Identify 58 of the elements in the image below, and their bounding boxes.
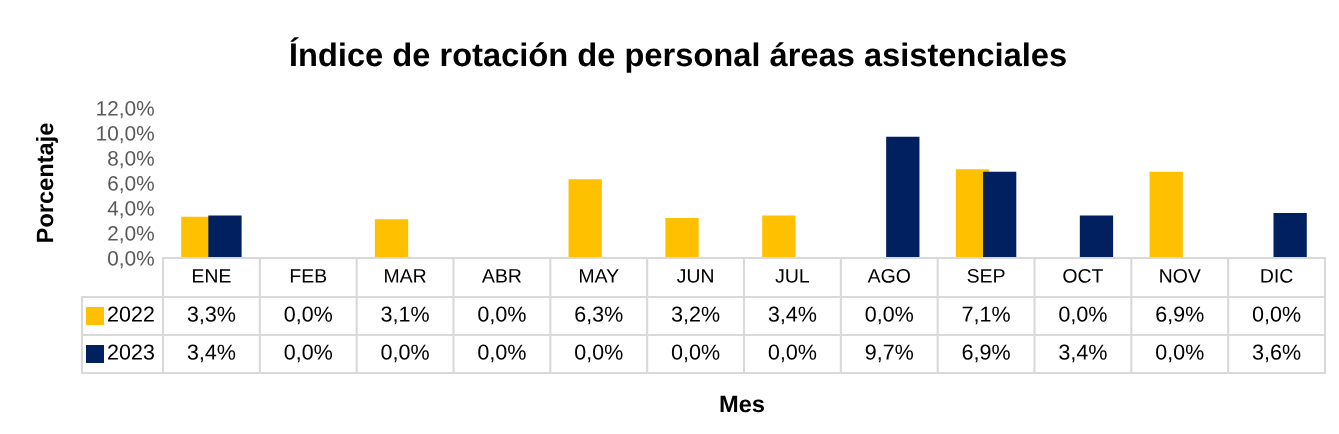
x-tick-label: FEB (290, 269, 327, 283)
data-label: 0,0% (865, 306, 914, 325)
x-tick-label: MAR (385, 269, 426, 283)
data-label: 0,0% (284, 344, 333, 363)
data-label: 0,0% (284, 306, 333, 325)
bar (982, 171, 1017, 258)
y-axis-title: Porcentaje (35, 123, 58, 242)
bar (568, 179, 602, 258)
data-label: 3,1% (381, 306, 429, 325)
y-tick-label: 6,0% (108, 176, 154, 194)
data-label: 0,0% (478, 306, 526, 325)
y-tick-label: 8,0% (108, 151, 154, 169)
data-label: 0,0% (381, 344, 429, 363)
data-label: 3,4% (187, 344, 236, 363)
data-label: 0,0% (671, 344, 720, 363)
legend-label: 2023 (108, 344, 154, 360)
x-tick-label: SEP (967, 268, 1005, 283)
data-label: 3,4% (1059, 344, 1107, 363)
bar (762, 215, 796, 258)
x-tick-label: OCT (1063, 268, 1103, 283)
bar (1149, 171, 1183, 258)
legend-label: 2022 (108, 306, 154, 322)
data-label: 0,0% (575, 344, 623, 363)
data-label: 6,9% (962, 344, 1010, 363)
x-tick-label: NOV (1160, 268, 1201, 283)
x-tick-label: ENE (193, 269, 231, 283)
x-tick-label: AGO (867, 268, 910, 283)
data-label: 0,0% (478, 344, 526, 363)
data-label: 7,1% (962, 306, 1010, 325)
data-label: 6,3% (575, 306, 623, 325)
data-label: 3,6% (1252, 344, 1301, 363)
data-label: 0,0% (1156, 344, 1204, 363)
x-tick-label: MAY (579, 269, 619, 283)
y-tick-label: 2,0% (108, 226, 154, 244)
data-label: 9,7% (865, 344, 914, 363)
x-tick-label: DIC (1261, 268, 1293, 283)
bar (665, 218, 699, 258)
bar (374, 219, 409, 258)
bar (1079, 215, 1114, 258)
y-tick-label: 10,0% (97, 126, 154, 144)
data-label: 3,3% (187, 306, 236, 325)
chart-title: Índice de rotación de personal áreas asistenciales (290, 37, 1066, 73)
data-label: 3,2% (671, 306, 720, 325)
data-label: 3,4% (768, 306, 817, 325)
bar (1273, 213, 1307, 258)
bar (886, 136, 920, 258)
x-axis-title: Mes (720, 395, 764, 413)
data-label: 0,0% (768, 344, 817, 363)
data-label: 0,0% (1059, 306, 1107, 325)
x-tick-label: JUN (676, 269, 713, 283)
data-label: 6,9% (1156, 306, 1204, 325)
y-tick-label: 12,0% (97, 101, 154, 119)
data-label: 0,0% (1252, 306, 1301, 325)
x-tick-label: JUL (775, 269, 810, 283)
y-tick-label: 0,0% (108, 251, 154, 269)
bar (208, 215, 242, 258)
x-tick-label: ABR (481, 269, 521, 283)
y-tick-label: 4,0% (107, 201, 154, 219)
